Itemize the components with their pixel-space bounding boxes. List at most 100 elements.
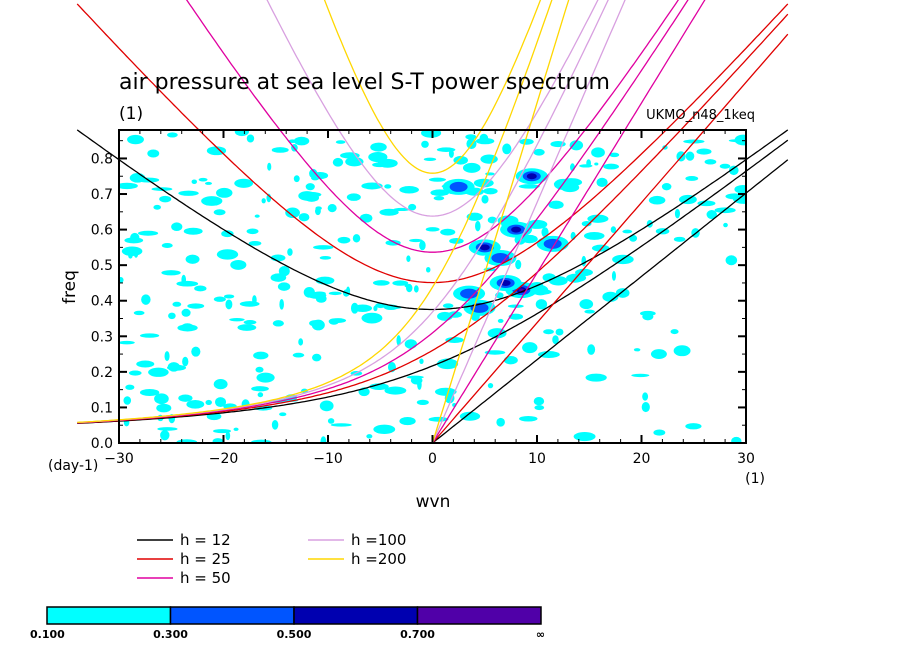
- power-patch: [330, 318, 347, 323]
- power-patch: [728, 165, 739, 176]
- power-patch: [734, 134, 746, 146]
- power-patch: [404, 284, 411, 288]
- power-patch: [229, 318, 245, 322]
- power-patch: [223, 294, 235, 299]
- power-patch: [137, 230, 159, 236]
- colorbar-segment: [169, 606, 295, 625]
- power-patch: [399, 416, 416, 426]
- power-patch: [442, 303, 454, 309]
- power-patch: [734, 184, 746, 194]
- y-tick-label: 0.8: [91, 151, 113, 167]
- power-patch: [465, 134, 477, 140]
- power-patch: [160, 430, 170, 441]
- power-patch: [172, 301, 182, 307]
- power-patch: [177, 324, 198, 332]
- power-patch: [315, 206, 322, 211]
- power-patch: [496, 417, 505, 427]
- power-patch: [216, 187, 233, 198]
- x-tick-label: −10: [313, 451, 343, 467]
- power-patch: [533, 148, 545, 156]
- x-tick-label: 0: [428, 451, 437, 467]
- power-patch: [181, 308, 191, 317]
- power-patch: [373, 424, 396, 435]
- power-patch: [629, 234, 638, 242]
- power-patch: [723, 222, 728, 228]
- power-patch: [293, 175, 300, 183]
- dispersion-curve-ig1: [76, 129, 789, 311]
- power-patch: [653, 429, 666, 436]
- power-patch: [518, 184, 540, 189]
- dispersion-curve-ig1: [266, 0, 599, 217]
- power-patch: [641, 401, 650, 413]
- power-hotspot-mid: [460, 288, 479, 299]
- power-patch: [139, 389, 160, 396]
- power-patch: [535, 299, 548, 310]
- power-patch: [484, 350, 506, 355]
- power-patch: [315, 276, 335, 285]
- power-hotspot-mid: [449, 181, 468, 192]
- power-patch: [587, 344, 596, 355]
- dataset-label: UKMO_n48_1keq: [646, 108, 755, 123]
- power-patch: [555, 328, 564, 336]
- power-patch: [335, 140, 346, 144]
- power-patch: [125, 384, 135, 390]
- power-patch: [611, 271, 617, 281]
- power-patch: [161, 270, 181, 276]
- x-tick-label: 20: [633, 451, 651, 467]
- power-patch: [119, 182, 138, 190]
- power-patch: [213, 209, 226, 216]
- power-patch: [157, 427, 178, 431]
- dispersion-curve-ig1: [323, 0, 542, 174]
- power-patch: [319, 255, 332, 260]
- power-patch: [327, 203, 337, 213]
- power-patch: [399, 186, 419, 194]
- power-patch: [309, 320, 321, 327]
- power-patch: [361, 182, 383, 190]
- power-patch: [585, 373, 607, 382]
- power-patch: [257, 392, 264, 398]
- power-patch: [167, 132, 178, 138]
- power-patch: [393, 207, 410, 212]
- power-patch: [298, 213, 310, 222]
- power-patch: [213, 379, 228, 390]
- power-patch: [515, 259, 522, 270]
- power-patch: [502, 143, 512, 155]
- power-patch: [221, 230, 234, 238]
- power-patch: [670, 329, 679, 335]
- power-patch: [419, 240, 426, 251]
- power-patch: [204, 181, 213, 185]
- power-patch: [560, 182, 580, 193]
- power-patch: [141, 294, 151, 305]
- power-patch: [256, 372, 275, 383]
- power-patch: [522, 342, 538, 354]
- power-patch: [650, 349, 667, 359]
- power-patch: [320, 436, 327, 443]
- y-axis-label: freq: [60, 270, 80, 304]
- dispersion-curve-mrg: [77, 139, 789, 425]
- power-patch: [706, 210, 717, 220]
- power-patch: [633, 348, 641, 352]
- power-patch: [631, 373, 650, 378]
- power-patch: [426, 266, 431, 273]
- power-patch: [178, 190, 199, 196]
- power-patch: [201, 196, 223, 206]
- power-patch: [205, 399, 212, 406]
- power-patch: [243, 320, 257, 325]
- power-patch: [171, 222, 183, 232]
- power-patch: [731, 436, 742, 443]
- legend-label: h =200: [351, 550, 406, 568]
- power-patch: [696, 148, 712, 155]
- power-patch: [596, 177, 608, 187]
- power-patch: [642, 392, 649, 401]
- legend-label: h =100: [351, 531, 406, 549]
- power-hotspot-mid: [491, 253, 510, 264]
- power-patch: [319, 400, 334, 412]
- colorbar-segment: [46, 606, 172, 625]
- colorbar-label: 0.300: [153, 628, 188, 641]
- power-patch: [417, 379, 422, 390]
- power-patch: [542, 273, 556, 282]
- power-patch: [685, 423, 702, 430]
- power-patch: [239, 301, 260, 307]
- power-patch: [185, 254, 200, 264]
- dispersion-curve-ig1: [76, 3, 789, 284]
